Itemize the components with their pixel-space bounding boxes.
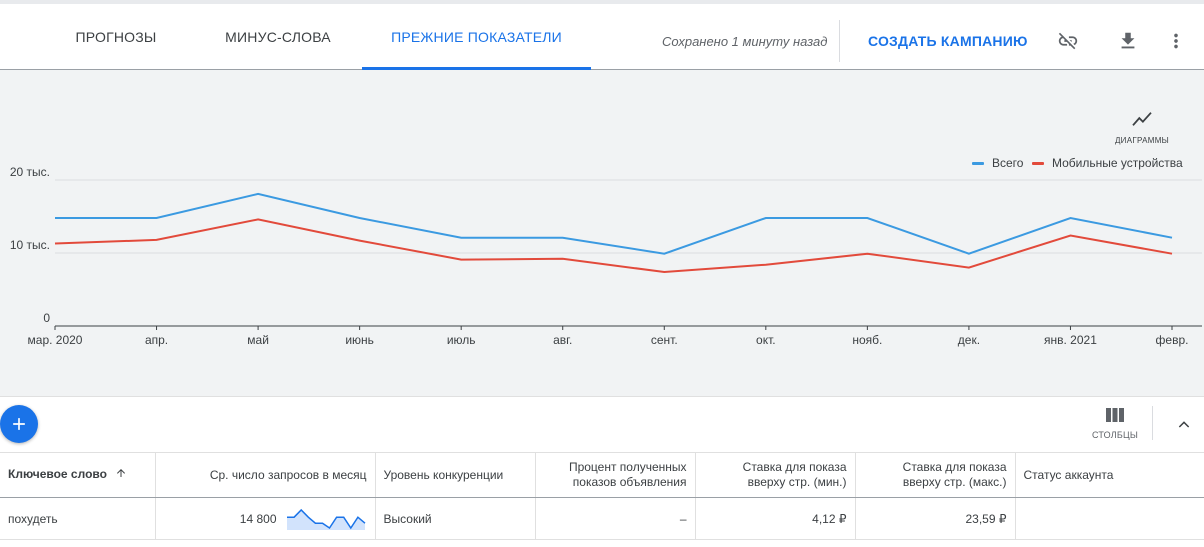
col-impression-share[interactable]: Процент полученных показов объявления: [535, 452, 696, 498]
unlink-icon[interactable]: [1055, 28, 1081, 54]
columns-icon: [1106, 408, 1124, 422]
col-competition[interactable]: Уровень конкуренции: [375, 452, 536, 498]
series-line-total[interactable]: [55, 192, 1173, 255]
x-tick-label: сент.: [651, 333, 678, 347]
volume-value: 14 800: [239, 511, 277, 526]
sparkline-area: [286, 509, 365, 530]
show-chart-icon: [1132, 112, 1152, 126]
x-tick-label: мар. 2020: [28, 333, 83, 347]
volume-cell: 14 800: [155, 497, 376, 540]
impression-share-cell: –: [535, 497, 696, 540]
table-toolbar: [0, 396, 1204, 453]
y-tick-label: 20 тыс.: [10, 165, 50, 179]
x-tick-label: янв. 2021: [1044, 333, 1097, 347]
keyword-cell: похудеть: [0, 497, 156, 540]
legend-label: Мобильные устройства: [1052, 156, 1183, 170]
legend-swatch: [972, 161, 984, 165]
add-keywords-button[interactable]: [0, 405, 38, 443]
col-keyword[interactable]: Ключевое слово: [0, 452, 156, 498]
saved-status: Сохранено 1 минуту назад: [662, 34, 828, 49]
legend-item-mobile[interactable]: Мобильные устройства: [1032, 156, 1183, 170]
x-tick-label: окт.: [756, 333, 776, 347]
chart-toggle-label: ДИАГРАММЫ: [1114, 136, 1170, 145]
legend-item-total[interactable]: Всего: [972, 156, 1023, 170]
keywords-table: Ключевое слово Ср. число запросов в меся…: [0, 452, 1204, 540]
col-bid-low[interactable]: Ставка для показа вверху стр. (мин.): [695, 452, 856, 498]
x-tick-label: июнь: [345, 333, 374, 347]
divider: [1152, 406, 1153, 440]
more-vert-icon[interactable]: [1163, 28, 1189, 54]
competition-cell: Высокий: [375, 497, 536, 540]
trend-sparkline[interactable]: [285, 506, 367, 532]
x-tick-label: июль: [447, 333, 476, 347]
tab-historical-metrics[interactable]: ПРЕЖНИЕ ПОКАЗАТЕЛИ: [391, 28, 562, 45]
legend-label: Всего: [992, 156, 1024, 170]
sparkline-line: [286, 508, 365, 529]
tab-forecasts[interactable]: ПРОГНОЗЫ: [75, 28, 157, 45]
x-tick-label: нояб.: [852, 333, 882, 347]
tab-negative-keywords[interactable]: МИНУС-СЛОВА: [225, 28, 331, 45]
chart-panel: [0, 70, 1204, 396]
col-volume[interactable]: Ср. число запросов в месяц: [155, 452, 376, 498]
x-tick-label: авг.: [553, 333, 572, 347]
table-header-row: Ключевое слово Ср. число запросов в меся…: [0, 452, 1204, 498]
legend-swatch: [1032, 161, 1044, 165]
active-tab-indicator: [362, 67, 591, 70]
y-tick-label: 10 тыс.: [10, 238, 50, 252]
x-tick-label: дек.: [958, 333, 980, 347]
top-bar: ПРОГНОЗЫ МИНУС-СЛОВА ПРЕЖНИЕ ПОКАЗАТЕЛИ …: [0, 0, 1204, 70]
historical-chart: 0 10 тыс. 20 тыс. мар. 2020 апр. май июнь июль а…: [10, 165, 1202, 347]
x-tick-label: апр.: [145, 333, 168, 347]
bid-high-cell: 23,59 ₽: [855, 497, 1016, 540]
arrow-up-icon: [115, 467, 127, 483]
col-bid-high[interactable]: Ставка для показа вверху стр. (макс.): [855, 452, 1016, 498]
x-tick-label: май: [247, 333, 269, 347]
account-status-cell: [1015, 497, 1204, 540]
col-account-status[interactable]: Статус аккаунта: [1015, 452, 1204, 498]
y-tick-label: 0: [43, 311, 50, 325]
create-campaign-button[interactable]: СОЗДАТЬ КАМПАНИЮ: [862, 26, 1034, 56]
columns-label: СТОЛБЦЫ: [1091, 430, 1139, 440]
plus-icon: [13, 418, 25, 430]
divider: [839, 20, 840, 62]
series-line-mobile[interactable]: [54, 218, 1173, 274]
bid-low-cell: 4,12 ₽: [695, 497, 856, 540]
x-tick-label: февр.: [1156, 333, 1189, 347]
columns-button[interactable]: СТОЛБЦЫ: [1090, 408, 1140, 440]
collapse-icon[interactable]: [1172, 413, 1196, 437]
download-icon[interactable]: [1115, 28, 1141, 54]
table-row[interactable]: похудеть 14 800 Высокий – 4,12 ₽ 23,59 ₽: [0, 497, 1204, 540]
chart-type-toggle[interactable]: ДИАГРАММЫ: [1108, 110, 1176, 145]
